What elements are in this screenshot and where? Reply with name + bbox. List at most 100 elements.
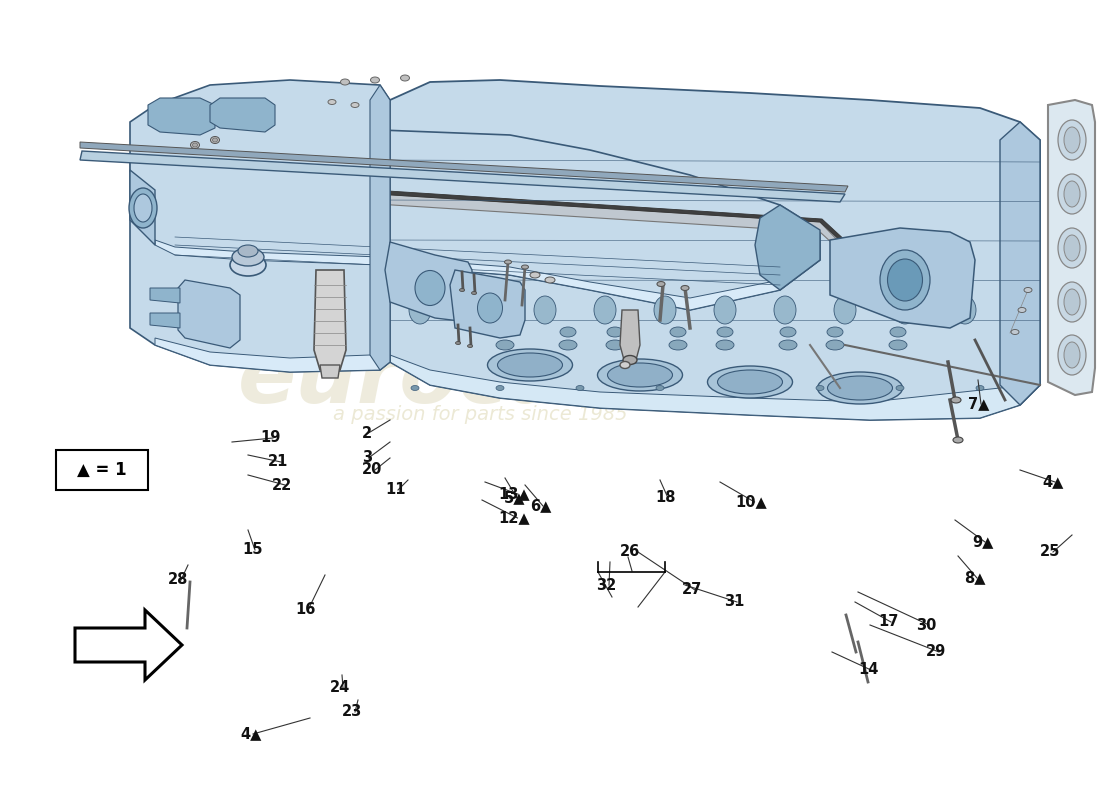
Ellipse shape [1058, 174, 1086, 214]
Text: 26: 26 [620, 545, 640, 559]
Ellipse shape [212, 138, 218, 142]
Polygon shape [830, 228, 975, 328]
Ellipse shape [560, 327, 576, 337]
Ellipse shape [1064, 235, 1080, 261]
Text: 23: 23 [342, 705, 362, 719]
Text: 2: 2 [362, 426, 372, 441]
Ellipse shape [681, 286, 689, 290]
Ellipse shape [826, 340, 844, 350]
Polygon shape [130, 162, 845, 255]
Polygon shape [755, 205, 820, 290]
Ellipse shape [714, 296, 736, 324]
Polygon shape [620, 310, 640, 360]
Ellipse shape [669, 340, 688, 350]
Text: 28: 28 [168, 573, 188, 587]
Ellipse shape [1024, 287, 1032, 293]
Text: 7▲: 7▲ [968, 397, 989, 411]
Ellipse shape [351, 102, 359, 107]
Ellipse shape [1064, 289, 1080, 315]
Text: 24: 24 [330, 681, 350, 695]
Ellipse shape [496, 386, 504, 390]
Ellipse shape [1058, 228, 1086, 268]
Ellipse shape [670, 327, 686, 337]
Ellipse shape [411, 386, 419, 390]
Text: 8▲: 8▲ [964, 570, 986, 586]
Polygon shape [148, 98, 214, 135]
Ellipse shape [896, 386, 904, 390]
Ellipse shape [736, 386, 744, 390]
Ellipse shape [657, 282, 665, 286]
Text: 12▲: 12▲ [498, 510, 529, 526]
Ellipse shape [827, 327, 843, 337]
Ellipse shape [496, 340, 514, 350]
Ellipse shape [834, 296, 856, 324]
Text: 4▲: 4▲ [1042, 474, 1064, 490]
Ellipse shape [607, 327, 623, 337]
Ellipse shape [400, 75, 409, 81]
Polygon shape [178, 280, 240, 348]
Text: ▲ = 1: ▲ = 1 [77, 461, 127, 479]
Text: 3: 3 [362, 450, 372, 466]
Text: 22: 22 [272, 478, 293, 493]
Ellipse shape [497, 327, 513, 337]
Polygon shape [130, 170, 155, 245]
Ellipse shape [477, 293, 503, 323]
Ellipse shape [544, 277, 556, 283]
Text: 30: 30 [916, 618, 936, 633]
Ellipse shape [953, 437, 962, 443]
Ellipse shape [1058, 335, 1086, 375]
Ellipse shape [894, 296, 916, 324]
Ellipse shape [371, 77, 380, 83]
Ellipse shape [1018, 307, 1026, 313]
Text: 5▲: 5▲ [504, 490, 526, 506]
Text: 20: 20 [362, 462, 383, 478]
Ellipse shape [1058, 120, 1086, 160]
Ellipse shape [129, 188, 157, 228]
Text: 4▲: 4▲ [240, 726, 262, 742]
Ellipse shape [232, 248, 264, 266]
Polygon shape [314, 270, 346, 370]
Text: 18: 18 [654, 490, 675, 506]
Text: 11: 11 [385, 482, 406, 498]
Polygon shape [80, 142, 848, 192]
Polygon shape [320, 365, 340, 378]
Ellipse shape [521, 265, 528, 269]
Ellipse shape [469, 296, 491, 324]
Ellipse shape [656, 386, 664, 390]
Ellipse shape [620, 362, 630, 369]
Ellipse shape [468, 345, 473, 347]
Ellipse shape [534, 296, 556, 324]
Ellipse shape [597, 359, 682, 391]
Polygon shape [155, 240, 820, 310]
Ellipse shape [530, 272, 540, 278]
Text: 25: 25 [1040, 545, 1060, 559]
Text: 16: 16 [295, 602, 316, 618]
Polygon shape [155, 130, 820, 310]
Ellipse shape [238, 245, 258, 257]
Ellipse shape [606, 340, 624, 350]
Ellipse shape [717, 327, 733, 337]
Ellipse shape [460, 289, 464, 291]
Ellipse shape [455, 342, 461, 345]
Ellipse shape [890, 327, 906, 337]
Text: 6▲: 6▲ [530, 498, 551, 514]
Ellipse shape [415, 270, 446, 306]
Ellipse shape [134, 194, 152, 222]
Polygon shape [75, 610, 182, 680]
Ellipse shape [328, 99, 336, 105]
Text: 10▲: 10▲ [735, 494, 767, 510]
Polygon shape [155, 338, 390, 372]
Ellipse shape [816, 386, 824, 390]
Ellipse shape [774, 296, 796, 324]
Ellipse shape [654, 296, 676, 324]
Ellipse shape [976, 386, 984, 390]
Text: 32: 32 [596, 578, 616, 593]
Ellipse shape [716, 340, 734, 350]
Ellipse shape [576, 386, 584, 390]
Ellipse shape [817, 372, 902, 404]
Ellipse shape [607, 363, 672, 387]
Text: 21: 21 [268, 454, 288, 470]
Polygon shape [150, 288, 180, 303]
Text: 19: 19 [260, 430, 280, 446]
Ellipse shape [780, 327, 796, 337]
